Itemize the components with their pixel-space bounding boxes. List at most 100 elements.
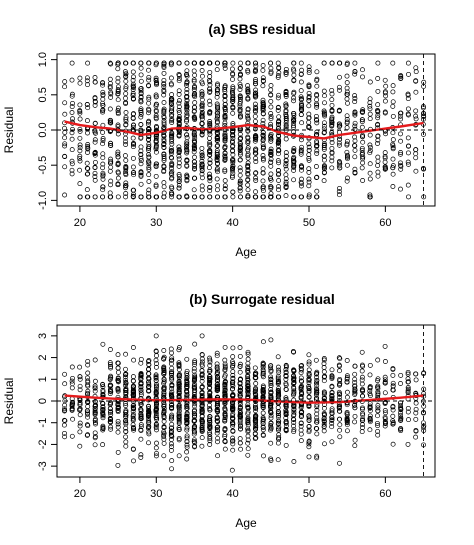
- data-point: [214, 136, 220, 142]
- data-point: [367, 111, 373, 117]
- data-point: [138, 78, 144, 84]
- data-point: [360, 156, 366, 162]
- data-point: [169, 101, 175, 107]
- data-point: [146, 194, 152, 200]
- data-point: [176, 345, 182, 350]
- data-point: [77, 364, 83, 370]
- data-point: [207, 122, 213, 128]
- data-point: [169, 155, 175, 161]
- data-point: [138, 88, 144, 94]
- data-point: [360, 134, 365, 140]
- data-point: [130, 87, 136, 92]
- data-point: [222, 367, 228, 373]
- data-point: [192, 72, 198, 78]
- data-point: [138, 72, 144, 78]
- data-point: [168, 62, 174, 68]
- data-point: [184, 132, 190, 138]
- data-point: [245, 135, 251, 141]
- data-point: [276, 427, 281, 433]
- x-tick-label: 60: [379, 217, 391, 229]
- data-point: [245, 113, 251, 119]
- data-point: [176, 425, 182, 431]
- data-point: [123, 351, 129, 357]
- data-point: [237, 405, 243, 411]
- data-point: [230, 86, 236, 91]
- data-point: [153, 413, 159, 418]
- data-point: [199, 352, 205, 357]
- data-point: [192, 135, 198, 141]
- data-point: [306, 441, 312, 447]
- data-point: [291, 417, 297, 423]
- data-point: [222, 432, 228, 438]
- data-point: [260, 405, 266, 411]
- data-point: [321, 423, 327, 429]
- data-point: [405, 111, 411, 117]
- data-point: [260, 156, 266, 161]
- data-point: [169, 365, 175, 371]
- data-point: [115, 131, 121, 137]
- data-point: [390, 163, 396, 169]
- data-point: [268, 413, 274, 419]
- data-point: [92, 399, 98, 405]
- data-point: [375, 154, 381, 160]
- data-point: [222, 433, 228, 439]
- data-point: [352, 170, 358, 176]
- data-point: [77, 374, 83, 380]
- data-point: [108, 408, 114, 414]
- data-point: [222, 137, 228, 143]
- data-point: [176, 156, 182, 162]
- data-point: [291, 367, 297, 373]
- data-point: [115, 89, 121, 94]
- data-point: [245, 356, 251, 362]
- data-point: [298, 431, 304, 437]
- data-point: [62, 371, 68, 377]
- data-point: [84, 78, 90, 84]
- data-point: [184, 87, 190, 92]
- data-point: [352, 96, 358, 101]
- data-point: [214, 67, 220, 73]
- data-point: [191, 383, 197, 389]
- data-point: [237, 440, 243, 446]
- data-point: [245, 138, 251, 144]
- data-point: [214, 187, 220, 193]
- data-point: [306, 394, 312, 400]
- data-point: [62, 402, 68, 408]
- data-point: [268, 337, 274, 343]
- data-point: [375, 389, 381, 395]
- data-point: [237, 185, 243, 191]
- data-point: [314, 419, 320, 425]
- data-point: [383, 93, 389, 99]
- data-point: [230, 372, 236, 378]
- data-point: [360, 67, 365, 73]
- data-point: [138, 194, 144, 200]
- data-point: [115, 105, 121, 111]
- data-point: [352, 363, 358, 369]
- data-point: [367, 106, 373, 112]
- data-point: [283, 126, 289, 132]
- data-point: [169, 421, 175, 427]
- data-point: [161, 92, 167, 98]
- data-point: [161, 434, 167, 439]
- data-point: [390, 165, 396, 171]
- data-point: [230, 369, 236, 375]
- data-point: [169, 163, 175, 169]
- data-point: [130, 85, 136, 90]
- data-point: [230, 354, 236, 360]
- data-point: [352, 120, 358, 126]
- data-point: [314, 148, 320, 154]
- data-point: [260, 402, 266, 408]
- data-point: [222, 145, 228, 150]
- data-point: [115, 75, 121, 81]
- data-point: [276, 92, 282, 98]
- data-point: [275, 381, 281, 387]
- data-point: [291, 68, 297, 74]
- data-point: [398, 151, 403, 157]
- data-point: [77, 383, 83, 389]
- data-point: [123, 180, 129, 186]
- data-point: [398, 404, 404, 410]
- data-point: [176, 179, 182, 185]
- data-point: [130, 374, 136, 380]
- data-point: [130, 345, 136, 350]
- data-point: [130, 60, 136, 66]
- data-point: [222, 84, 228, 90]
